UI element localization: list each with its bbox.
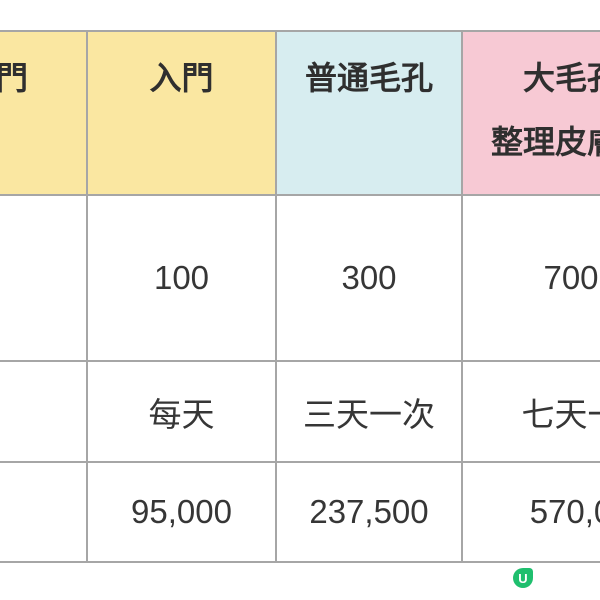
- header-cell-normal-pores: 普通毛孔: [275, 30, 463, 196]
- header-line: 大毛孔: [522, 60, 600, 96]
- header-line: 入門: [149, 60, 214, 96]
- row-total: 000 95,000 237,500 570,0: [0, 461, 600, 563]
- cell-frequency-clipped: 天: [0, 360, 88, 463]
- header-row: 門 入門 普通毛孔 大毛孔 整理皮膚: [0, 30, 600, 196]
- header-cell-large-pores: 大毛孔 整理皮膚: [461, 30, 600, 196]
- header-line: 普通毛孔: [304, 60, 433, 96]
- cell-total-beginner: 95,000: [86, 461, 277, 563]
- row-amount: 0 100 300 700: [0, 194, 600, 362]
- header-line: 整理皮膚: [490, 124, 600, 160]
- cell-total-normal-pores: 237,500: [275, 461, 463, 563]
- cell-amount-beginner: 100: [86, 194, 277, 362]
- cell-frequency-large-pores: 七天一: [461, 360, 600, 463]
- header-cell-level-clipped: 門: [0, 30, 88, 196]
- cell-frequency-normal-pores: 三天一次: [275, 360, 463, 463]
- pore-care-comparison-table: 門 入門 普通毛孔 大毛孔 整理皮膚 0 100: [0, 30, 600, 563]
- cell-amount-large-pores: 700: [461, 194, 600, 362]
- cell-amount-normal-pores: 300: [275, 194, 463, 362]
- cell-total-clipped: 000: [0, 461, 88, 563]
- cell-total-large-pores: 570,0: [461, 461, 600, 563]
- cell-amount-clipped: 0: [0, 194, 88, 362]
- header-line: 門: [0, 60, 28, 96]
- row-frequency: 天 每天 三天一次 七天一: [0, 360, 600, 463]
- header-cell-beginner: 入門: [86, 30, 277, 196]
- u-lifestyle-watermark-icon: U: [513, 568, 533, 588]
- cell-frequency-beginner: 每天: [86, 360, 277, 463]
- u-logo-letter: U: [518, 570, 528, 586]
